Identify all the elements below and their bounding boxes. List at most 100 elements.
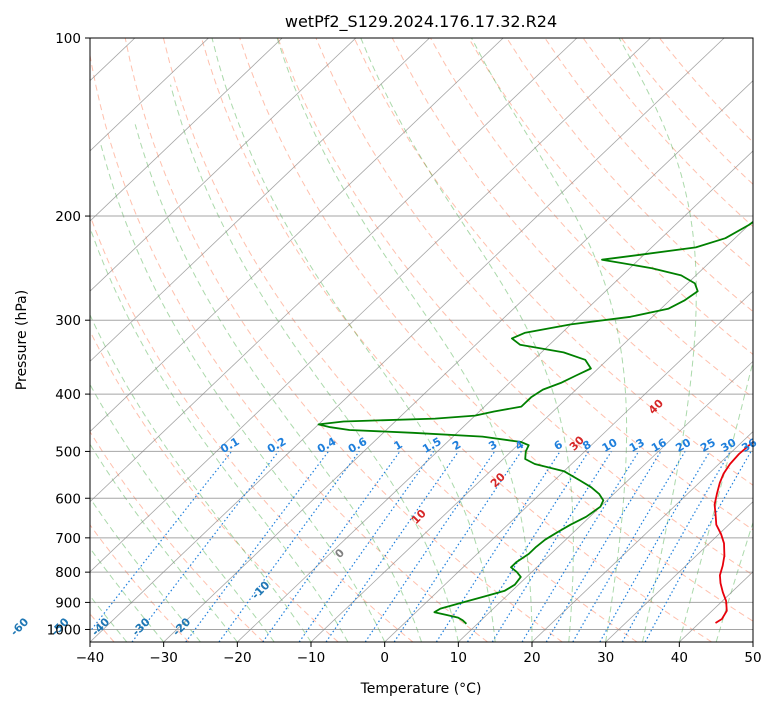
isotherm <box>0 38 61 642</box>
dry-adiabat <box>239 38 753 622</box>
dry-adiabat-label: 20 <box>488 470 508 490</box>
moist-adiabat <box>90 443 238 642</box>
mixing-ratio-label: 16 <box>649 436 669 455</box>
dry-adiabat <box>90 52 488 642</box>
mixing-ratio-line <box>466 451 590 642</box>
isotherm <box>90 38 357 292</box>
dry-adiabat-label: -20 <box>170 615 193 638</box>
mixing-ratio-line <box>131 451 279 642</box>
moist-adiabat <box>360 38 574 642</box>
moist-adiabat <box>90 547 165 642</box>
mixing-ratio-line <box>644 451 752 642</box>
y-tick-label: 500 <box>55 444 81 460</box>
isotherm <box>531 430 753 642</box>
moist-adiabat <box>678 359 753 642</box>
x-tick-label: −40 <box>76 650 105 666</box>
mixing-ratio-label: 25 <box>698 436 718 455</box>
mixing-ratio-line <box>621 451 731 642</box>
dry-adiabat <box>315 38 753 531</box>
mixing-ratio-label: 2 <box>450 438 463 453</box>
series-layer <box>317 220 753 625</box>
dry-adiabat <box>468 38 753 356</box>
mixing-ratio-label: 30 <box>719 436 739 455</box>
y-tick-label: 900 <box>55 595 81 611</box>
y-tick-label: 200 <box>55 209 81 225</box>
dry-adiabat <box>124 38 563 642</box>
mixing-ratio-line <box>491 451 612 642</box>
isotherm <box>90 38 209 152</box>
moist-adiabat <box>90 313 312 642</box>
mixing-ratio-line <box>218 451 360 642</box>
x-tick-label: −30 <box>149 650 178 666</box>
x-axis-label: Temperature (°C) <box>360 681 482 697</box>
y-tick-label: 400 <box>55 387 81 403</box>
dry-adiabat <box>391 38 753 442</box>
dry-adiabat-label: -10 <box>249 578 272 601</box>
mixing-ratio-label: 1 <box>392 438 405 453</box>
moist-adiabat <box>211 38 496 642</box>
moist-adiabat <box>471 38 628 642</box>
mixing-ratio-label: 13 <box>627 436 647 455</box>
isotherm <box>237 150 753 642</box>
isotherm <box>310 220 753 642</box>
mixing-ratio-line <box>262 451 401 642</box>
x-tick-label: 10 <box>450 650 467 666</box>
dry-adiabat-label: -40 <box>89 615 112 638</box>
dewpoint-profile-line <box>317 220 753 625</box>
dry-adiabat <box>506 38 753 313</box>
dry-adiabat <box>620 38 753 185</box>
mixing-ratio-line <box>325 451 459 642</box>
background-lines <box>0 38 753 642</box>
mixing-ratio-line <box>599 451 711 642</box>
isotherm <box>605 501 753 642</box>
isotherm <box>90 38 430 362</box>
dry-adiabat <box>90 213 414 642</box>
mixing-ratio-line <box>521 451 640 642</box>
dry-adiabat <box>430 38 753 399</box>
x-tick-label: 40 <box>671 650 688 666</box>
mixing-ratio-line <box>364 451 496 642</box>
mixing-ratio-label: 0.1 <box>218 435 241 456</box>
temperature-profile-line <box>713 440 753 624</box>
moist-adiabat <box>134 124 422 642</box>
isotherm <box>384 290 753 642</box>
y-tick-label: 800 <box>55 565 81 581</box>
isotherm <box>163 80 753 642</box>
x-tick-label: 30 <box>597 650 614 666</box>
x-tick-label: 50 <box>744 650 761 666</box>
y-tick-label: 600 <box>55 491 81 507</box>
dry-adiabat <box>353 38 753 486</box>
mixing-ratio-line <box>185 451 329 642</box>
isotherm <box>752 641 753 642</box>
y-tick-label: 700 <box>55 531 81 547</box>
y-tick-label: 100 <box>55 31 81 47</box>
x-tick-label: 0 <box>380 650 389 666</box>
mixing-ratio-label: 0.6 <box>346 435 370 456</box>
dry-adiabat <box>162 38 638 642</box>
x-tick-label: 20 <box>523 650 540 666</box>
dry-adiabat-label: 10 <box>409 507 429 527</box>
moist-adiabat <box>90 497 201 642</box>
plot-frame <box>89 37 754 643</box>
x-tick-label: −20 <box>223 650 252 666</box>
dry-adiabat-label: -60 <box>8 615 31 638</box>
mixing-ratio-line <box>435 451 561 642</box>
dry-adiabat <box>90 329 339 642</box>
moist-adiabat <box>715 520 753 642</box>
isotherm <box>90 38 578 503</box>
y-tick-label: 300 <box>55 313 81 329</box>
dry-adiabat-label: 0 <box>332 546 347 561</box>
dry-adiabat-label: 40 <box>646 397 666 417</box>
isotherm <box>90 38 504 433</box>
dry-adiabat-label: 30 <box>567 433 587 453</box>
mixing-ratio-line <box>298 451 435 642</box>
moist-adiabat <box>170 84 459 642</box>
chart-title: wetPf2_S129.2024.176.17.32.R24 <box>285 12 557 32</box>
isotherm <box>458 360 753 642</box>
mixing-ratio-label: 10 <box>600 436 620 455</box>
isotherm <box>90 38 283 222</box>
moist-adiabat <box>90 226 349 642</box>
mixing-ratio-label: 0.4 <box>315 435 339 456</box>
x-tick-label: −10 <box>297 650 326 666</box>
mixing-ratio-line <box>90 451 233 633</box>
